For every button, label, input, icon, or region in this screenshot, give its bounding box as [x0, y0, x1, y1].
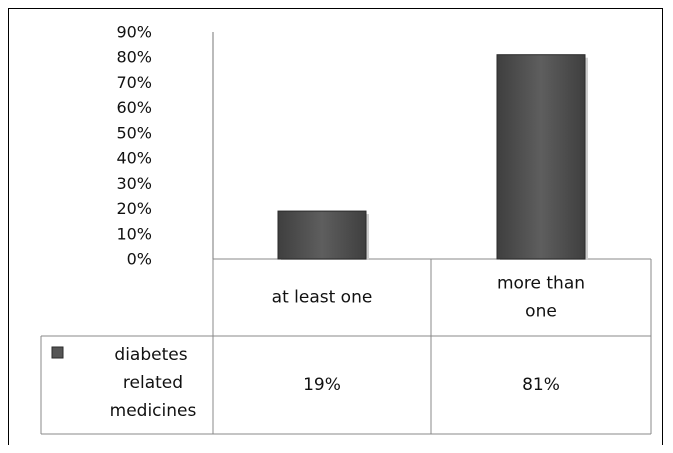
y-tick-label: 70% [116, 73, 152, 92]
chart-labels: 0% 10% 20% 30% 40% 50% 60% 70% 80% 90% at least on… [51, 23, 585, 421]
category-label: at least one [272, 288, 373, 308]
y-tick-label: 80% [116, 48, 152, 67]
chart-frame [8, 8, 663, 445]
y-tick-label: 40% [116, 149, 152, 168]
bar-more-than-one [496, 54, 586, 260]
bar-at-least-one [277, 210, 367, 260]
legend-series-name: related [123, 373, 183, 393]
category-label: one [525, 302, 557, 322]
legend-series-name: medicines [110, 401, 197, 421]
y-tick-label: 60% [116, 98, 152, 117]
y-tick-label: 20% [116, 199, 152, 218]
legend-swatch [51, 346, 64, 359]
y-tick-label: 90% [116, 23, 152, 42]
data-table-value: 81% [522, 375, 560, 395]
y-tick-label: 0% [127, 250, 152, 269]
y-tick-label: 10% [116, 224, 152, 243]
y-tick-label: 30% [116, 174, 152, 193]
legend-series-name: diabetes [114, 345, 187, 365]
y-tick-label: 50% [116, 123, 152, 142]
data-table-value: 19% [303, 375, 341, 395]
bar-series [277, 54, 588, 261]
category-label: more than [497, 274, 585, 294]
